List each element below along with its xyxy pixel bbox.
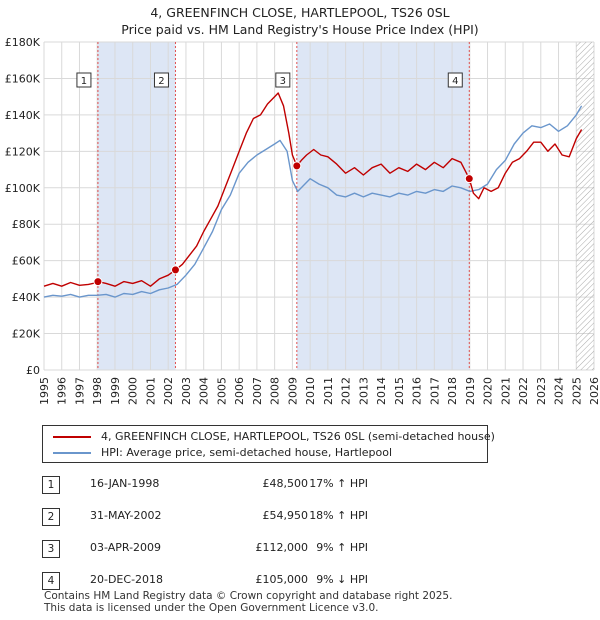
chart-title-line2: Price paid vs. HM Land Registry's House …	[121, 22, 479, 37]
transaction-label-box	[76, 72, 92, 88]
x-tick-label: 2017	[428, 377, 441, 405]
y-tick-label: £40K	[12, 291, 41, 304]
y-tick-label: £100K	[5, 182, 41, 195]
transaction-date: 03-APR-2009	[90, 541, 162, 554]
x-tick-label: 2018	[446, 377, 459, 405]
x-tick-label: 2000	[127, 377, 140, 405]
shaded-period	[97, 42, 176, 370]
transaction-hpi-diff: 9% ↓ HPI	[316, 573, 368, 586]
x-tick-label: 1996	[56, 377, 69, 405]
transaction-number: 1	[42, 476, 60, 494]
x-tick-label: 2024	[553, 377, 566, 405]
legend-property-swatch	[53, 436, 91, 438]
chart-title: 4, GREENFINCH CLOSE, HARTLEPOOL, TS26 0S…	[0, 4, 600, 38]
x-tick-label: 2005	[215, 377, 228, 405]
y-tick-label: £20K	[12, 328, 41, 341]
table-row: 2 31-MAY-2002 £54,950 18% ↑ HPI	[42, 506, 442, 530]
gridlines	[43, 41, 595, 371]
x-tick-label: 2004	[198, 377, 211, 405]
transaction-date: 31-MAY-2002	[90, 509, 162, 522]
chart-title-line1: 4, GREENFINCH CLOSE, HARTLEPOOL, TS26 0S…	[150, 5, 450, 20]
transaction-price: £105,000	[255, 573, 309, 586]
transaction-hpi-diff: 9% ↑ HPI	[316, 541, 368, 554]
shaded-periods	[97, 42, 470, 370]
transaction-date: 16-JAN-1998	[90, 477, 160, 490]
transaction-price: £48,500	[262, 477, 309, 490]
x-tick-label: 1999	[109, 377, 122, 405]
x-tick-label: 2025	[570, 377, 583, 405]
transaction-label: 1	[81, 76, 87, 87]
transaction-label-box	[447, 72, 463, 88]
table-row: 1 16-JAN-1998 £48,500 17% ↑ HPI	[42, 474, 442, 498]
transaction-label: 4	[452, 76, 458, 87]
table-row: 3 03-APR-2009 £112,000 9% ↑ HPI	[42, 538, 442, 562]
x-tick-label: 2019	[464, 377, 477, 405]
x-tick-label: 2014	[375, 377, 388, 405]
transaction-number: 4	[42, 572, 60, 590]
property-price-line	[43, 92, 583, 287]
legend: 4, GREENFINCH CLOSE, HARTLEPOOL, TS26 0S…	[42, 425, 495, 463]
transaction-hpi-diff: 18% ↑ HPI	[309, 509, 368, 522]
transaction-dot	[292, 161, 302, 171]
x-tick-label: 2008	[269, 377, 282, 405]
x-tick-label: 2010	[304, 377, 317, 405]
transaction-date: 20-DEC-2018	[90, 573, 164, 586]
x-tick-label: 2026	[588, 377, 600, 405]
transaction-labels: 1 2 3 4	[76, 72, 463, 88]
y-tick-label: £80K	[12, 218, 41, 231]
x-tick-label: 2022	[517, 377, 530, 405]
transaction-price: £112,000	[255, 541, 309, 554]
footer: Contains HM Land Registry data © Crown c…	[44, 590, 452, 614]
axes: £0 £20K £40K £60K £80K £100K £120K £140K £160K £1…	[5, 36, 600, 405]
legend-hpi-label: HPI: Average price, semi-detached house,…	[101, 446, 393, 459]
price-chart: 1 2 3 4 £0 £20K £40K £60K £80K £100K £120K £140K £1…	[5, 36, 600, 405]
forecast-region	[576, 42, 594, 370]
y-tick-label: £160K	[5, 72, 41, 85]
table-row: 4 20-DEC-2018 £105,000 9% ↓ HPI	[42, 570, 442, 594]
footer-licence: This data is licensed under the Open Gov…	[44, 602, 379, 614]
x-tick-label: 2020	[482, 377, 495, 405]
y-tick-label: £180K	[5, 36, 41, 49]
x-tick-label: 2006	[233, 377, 246, 405]
x-tick-label: 2013	[357, 377, 370, 405]
x-tick-label: 2015	[393, 377, 406, 405]
shaded-period	[296, 42, 470, 370]
x-tick-label: 2021	[499, 377, 512, 405]
transaction-label: 2	[158, 76, 164, 87]
series-lines	[43, 92, 583, 298]
x-tick-label: 2009	[286, 377, 299, 405]
x-tick-label: 2001	[144, 377, 157, 405]
x-tick-label: 2007	[251, 377, 264, 405]
legend-property-label: 4, GREENFINCH CLOSE, HARTLEPOOL, TS26 0S…	[101, 430, 495, 443]
x-tick-label: 2016	[411, 377, 424, 405]
transaction-label-box	[153, 72, 169, 88]
transaction-number: 3	[42, 540, 60, 558]
x-tick-label: 1997	[73, 377, 86, 405]
y-tick-label: £60K	[12, 255, 41, 268]
transaction-label-box	[275, 72, 291, 88]
hpi-line	[43, 105, 583, 298]
y-tick-label: £0	[26, 364, 40, 377]
transaction-dots	[93, 161, 474, 287]
transaction-dot	[170, 265, 180, 275]
x-tick-label: 2023	[535, 377, 548, 405]
x-tick-label: 2012	[340, 377, 353, 405]
y-tick-label: £140K	[5, 109, 41, 122]
footer-copyright: Contains HM Land Registry data © Crown c…	[44, 590, 453, 602]
transaction-dot	[93, 277, 103, 287]
x-tick-label: 2011	[322, 377, 335, 405]
x-tick-label: 2003	[180, 377, 193, 405]
transaction-lines	[97, 42, 470, 370]
transaction-label: 3	[280, 76, 286, 87]
x-tick-label: 1998	[91, 377, 104, 405]
legend-hpi-swatch	[53, 452, 91, 454]
x-tick-label: 1995	[38, 377, 51, 405]
transaction-number: 2	[42, 508, 60, 526]
transaction-price: £54,950	[262, 509, 309, 522]
transaction-dot	[464, 174, 474, 184]
transaction-hpi-diff: 17% ↑ HPI	[309, 477, 368, 490]
x-tick-label: 2002	[162, 377, 175, 405]
forecast-hatch	[576, 42, 594, 370]
y-tick-label: £120K	[5, 145, 41, 158]
